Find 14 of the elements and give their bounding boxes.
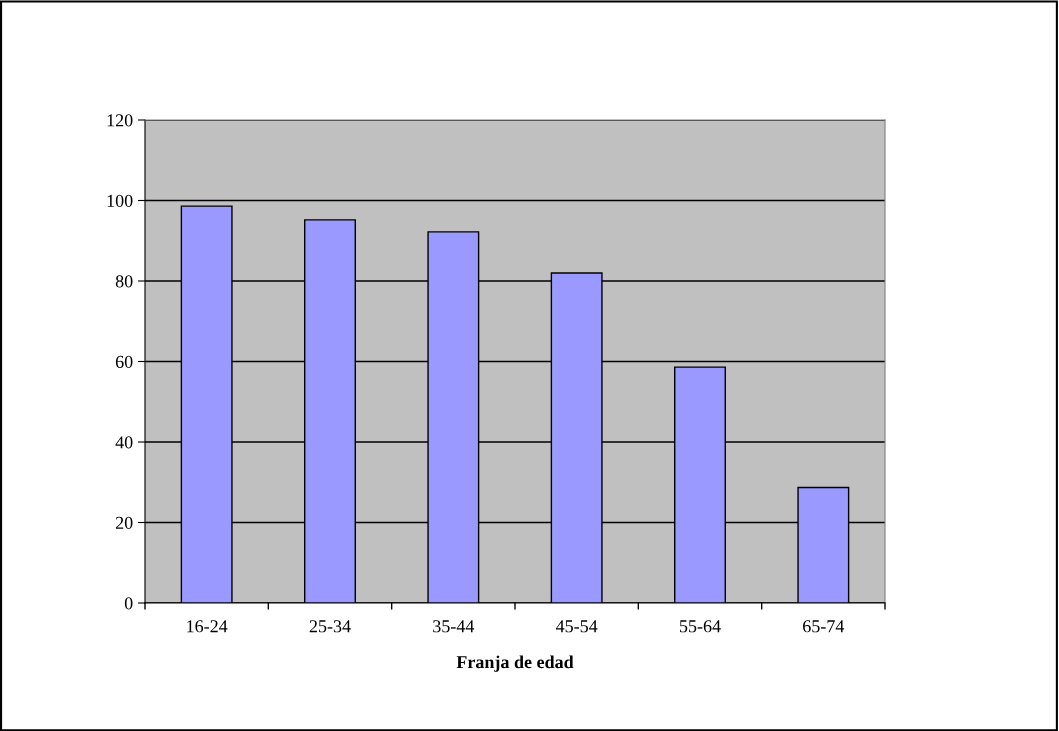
x-axis-title: Franja de edad [456,655,574,672]
y-tick-label: 0 [124,597,133,610]
x-tick-label: 16-24 [187,620,228,633]
y-tick-label: 40 [115,436,133,449]
y-tick-label: 80 [115,275,133,288]
x-tick-label: 45-54 [555,620,598,633]
x-tick-label: 55-64 [679,620,721,633]
y-tick-label: 20 [115,516,133,529]
x-tick-label: 35-44 [433,620,475,633]
x-tick-label: 25-34 [309,620,351,633]
y-tick-label: 100 [107,194,133,207]
x-tick-label: 65-74 [803,620,845,633]
y-tick-label: 120 [107,114,133,127]
y-tick-label: 60 [115,355,133,368]
